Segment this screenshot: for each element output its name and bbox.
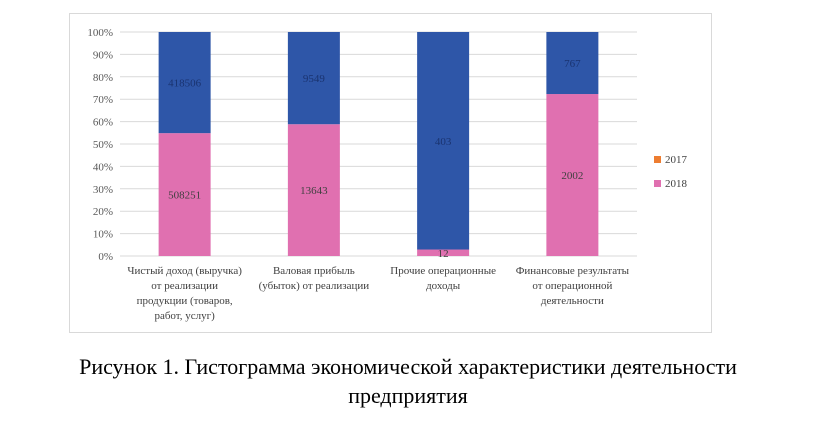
bar-segment [417, 32, 470, 250]
y-tick-label: 0% [98, 251, 113, 263]
x-category-label: Валовая прибыль (убыток) от реализации [259, 265, 370, 292]
x-category-label: Финансовые результаты от операционной деят… [516, 265, 630, 307]
y-tick-label: 10% [93, 229, 113, 241]
x-category-label-line: Чистый доход (выручка) [127, 265, 242, 277]
legend-label: 2018 [665, 178, 688, 190]
data-label: 508251 [168, 190, 201, 202]
figure-caption: Рисунок 1. Гистограмма экономической хар… [0, 352, 816, 410]
bar-segment [287, 32, 340, 125]
y-tick-label: 40% [93, 161, 113, 173]
bar-segment [417, 249, 470, 256]
data-label: 403 [435, 136, 452, 148]
bar-segment [158, 32, 211, 134]
x-category-label-line: Валовая прибыль [273, 265, 355, 277]
data-label: 767 [564, 58, 581, 70]
y-tick-label: 100% [87, 27, 113, 39]
data-label: 2002 [561, 170, 583, 182]
y-tick-label: 90% [93, 49, 113, 61]
x-category-label-line: работ, услуг) [154, 310, 215, 322]
x-category-label-line: продукции (товаров, [137, 295, 233, 307]
bar-segment [287, 124, 340, 257]
x-category-label: Чистый доход (выручка) от реализации проду… [127, 265, 242, 322]
caption-line-2: предприятия [348, 383, 468, 408]
bar-segment [546, 94, 599, 256]
y-tick-label: 70% [93, 94, 113, 106]
bar-segment [158, 133, 211, 256]
chart-frame: 0% 10% 20% 30% 40% 50% 60% 70% 80% 90% 100% 508251 4… [69, 13, 712, 333]
x-category-label-line: Финансовые результаты [516, 265, 630, 277]
data-label: 13643 [300, 185, 328, 197]
x-category-label: Прочие операционные доходы [390, 265, 496, 292]
stacked-bar-chart: 0% 10% 20% 30% 40% 50% 60% 70% 80% 90% 100% 508251 4… [87, 27, 688, 322]
y-tick-label: 80% [93, 72, 113, 84]
y-tick-label: 20% [93, 206, 113, 218]
data-label: 418506 [168, 78, 202, 90]
bar-segment [546, 32, 599, 95]
y-tick-label: 60% [93, 117, 113, 129]
x-category-label-line: Прочие операционные [390, 265, 496, 277]
y-tick-label: 50% [93, 139, 113, 151]
legend-marker [654, 156, 661, 163]
y-tick-label: 30% [93, 184, 113, 196]
x-category-label-line: доходы [426, 280, 461, 292]
data-label: 9549 [303, 73, 326, 85]
data-label: 12 [438, 248, 449, 260]
x-category-label-line: от операционной [532, 280, 612, 292]
legend-label: 2017 [665, 154, 688, 166]
caption-line-1: Рисунок 1. Гистограмма экономической хар… [79, 354, 737, 379]
x-category-label-line: деятельности [541, 295, 604, 307]
x-category-label-line: (убыток) от реализации [259, 280, 370, 292]
x-category-label-line: от реализации [151, 280, 218, 292]
legend-marker [654, 180, 661, 187]
